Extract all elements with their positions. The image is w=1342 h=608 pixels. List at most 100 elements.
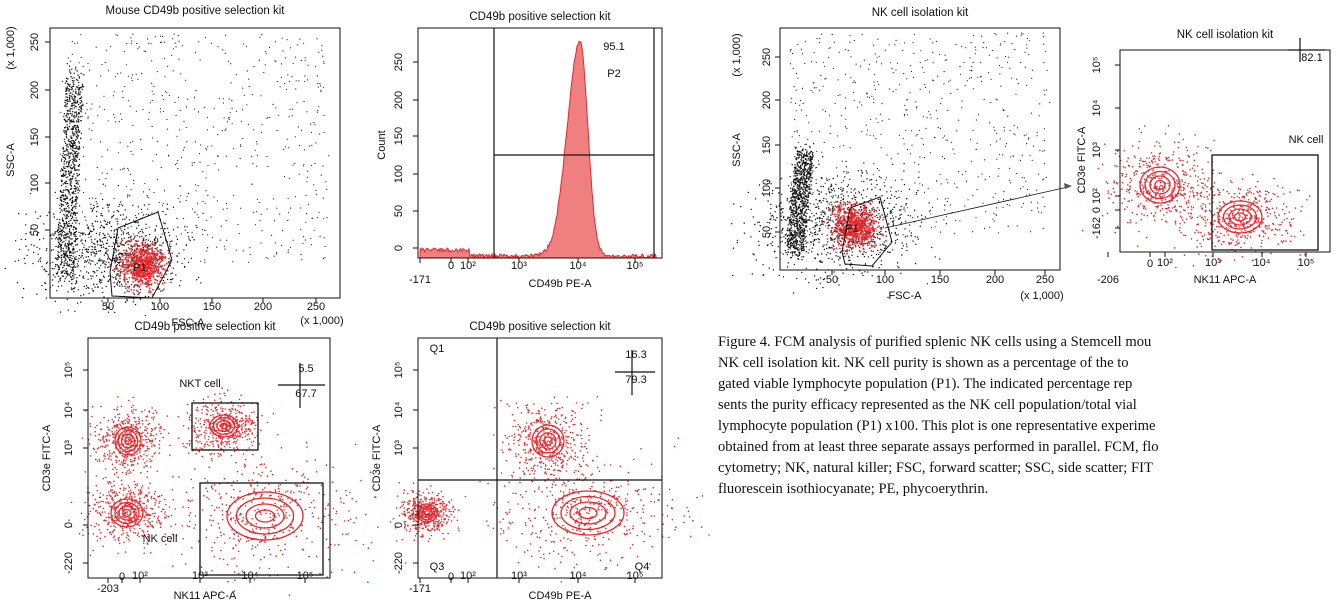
event-dot bbox=[127, 440, 129, 443]
event-dot bbox=[145, 50, 147, 53]
event-dot bbox=[71, 252, 73, 254]
event-dot bbox=[198, 41, 200, 43]
event-dot bbox=[100, 500, 102, 503]
event-dot bbox=[305, 194, 307, 196]
event-dot bbox=[122, 529, 124, 532]
event-dot bbox=[275, 61, 277, 63]
event-dot bbox=[76, 186, 79, 189]
event-dot bbox=[197, 111, 200, 113]
event-dot bbox=[152, 418, 155, 421]
event-dot bbox=[280, 76, 283, 79]
event-dot bbox=[233, 538, 235, 540]
event-dot bbox=[112, 468, 114, 471]
event-dot bbox=[29, 231, 31, 233]
event-dot bbox=[256, 211, 258, 213]
event-dot bbox=[58, 236, 60, 239]
event-dot bbox=[77, 147, 80, 150]
event-dot bbox=[274, 502, 276, 505]
event-dot bbox=[97, 115, 99, 117]
event-dot bbox=[142, 246, 144, 249]
event-dot bbox=[86, 224, 88, 226]
event-dot bbox=[114, 311, 116, 314]
event-dot bbox=[43, 269, 45, 271]
event-dot bbox=[265, 53, 267, 55]
event-dot bbox=[134, 266, 137, 269]
event-dot bbox=[205, 418, 207, 421]
event-dot bbox=[320, 91, 322, 93]
event-dot bbox=[303, 492, 305, 494]
event-dot bbox=[122, 532, 125, 535]
event-dot bbox=[69, 71, 71, 73]
event-dot bbox=[324, 257, 326, 259]
event-dot bbox=[64, 182, 66, 185]
event-dot bbox=[83, 232, 85, 234]
event-dot bbox=[76, 263, 79, 265]
event-dot bbox=[162, 279, 165, 282]
event-dot bbox=[374, 496, 377, 498]
event-dot bbox=[111, 497, 113, 500]
event-dot bbox=[259, 541, 261, 543]
event-dot bbox=[154, 451, 157, 454]
event-dot bbox=[108, 480, 111, 483]
event-dot bbox=[108, 235, 111, 237]
event-dot bbox=[105, 476, 107, 479]
event-dot bbox=[58, 225, 60, 227]
event-dot bbox=[93, 271, 95, 273]
event-dot bbox=[232, 261, 234, 263]
event-dot bbox=[92, 251, 94, 253]
event-dot bbox=[211, 488, 214, 490]
event-dot bbox=[65, 115, 67, 117]
event-dot bbox=[76, 250, 79, 253]
event-dot bbox=[61, 158, 63, 160]
event-dot bbox=[144, 462, 146, 464]
event-dot bbox=[141, 444, 144, 446]
event-dot bbox=[244, 523, 246, 525]
event-dot bbox=[154, 445, 156, 447]
event-dot bbox=[30, 228, 32, 230]
event-dot bbox=[113, 507, 116, 510]
event-dot bbox=[324, 508, 327, 510]
event-dot bbox=[185, 199, 187, 202]
event-dot bbox=[282, 531, 285, 534]
event-dot bbox=[26, 254, 28, 257]
event-dot bbox=[147, 214, 150, 216]
event-dot bbox=[132, 511, 135, 514]
event-dot bbox=[168, 506, 171, 508]
event-dot bbox=[236, 470, 239, 473]
event-dot bbox=[132, 404, 135, 407]
event-dot bbox=[113, 433, 115, 436]
event-dot bbox=[129, 529, 132, 532]
event-dot bbox=[82, 103, 84, 106]
event-dot bbox=[116, 268, 119, 270]
event-dot bbox=[267, 116, 269, 118]
event-dot bbox=[124, 285, 126, 288]
event-dot bbox=[133, 284, 136, 286]
event-dot bbox=[22, 287, 25, 290]
event-dot bbox=[122, 423, 125, 425]
event-dot bbox=[146, 243, 149, 245]
event-dot bbox=[218, 98, 220, 100]
event-dot bbox=[167, 432, 170, 435]
event-dot bbox=[293, 491, 295, 494]
event-dot bbox=[36, 293, 38, 295]
event-dot bbox=[349, 518, 352, 521]
event-dot bbox=[147, 239, 149, 241]
event-dot bbox=[112, 257, 115, 260]
event-dot bbox=[78, 173, 81, 176]
event-dot bbox=[148, 521, 150, 523]
event-dot bbox=[260, 213, 262, 215]
event-dot bbox=[98, 460, 101, 463]
y-axis-label: Count bbox=[376, 130, 388, 159]
event-dot bbox=[127, 100, 129, 102]
event-dot bbox=[96, 512, 99, 514]
event-dot bbox=[121, 270, 123, 273]
event-dot bbox=[240, 394, 242, 397]
event-dot bbox=[249, 430, 251, 432]
event-dot bbox=[80, 120, 82, 122]
event-dot bbox=[68, 161, 71, 164]
event-dot bbox=[99, 492, 101, 494]
event-dot bbox=[143, 547, 146, 549]
event-dot bbox=[156, 275, 159, 278]
